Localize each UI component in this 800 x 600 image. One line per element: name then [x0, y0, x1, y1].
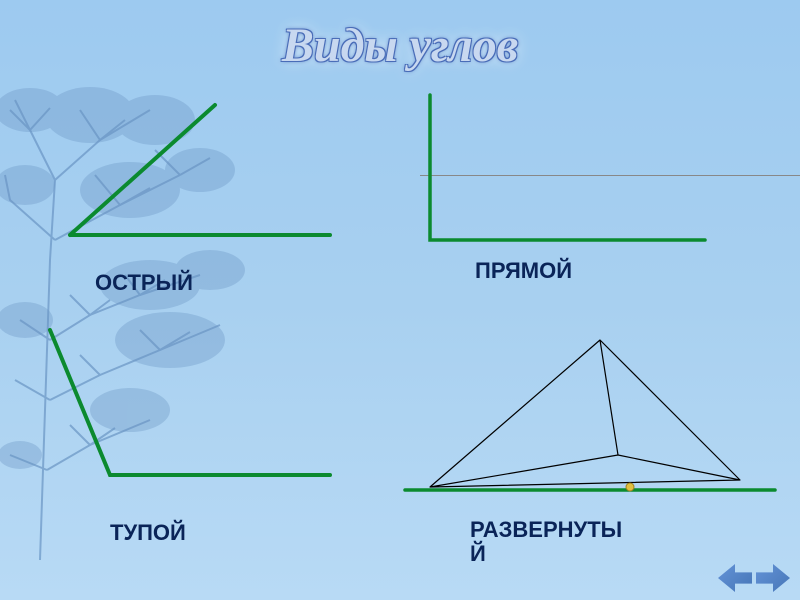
prev-arrow-icon[interactable]	[718, 564, 752, 592]
acute-angle-diagram	[60, 95, 350, 245]
right-label: ПРЯМОЙ	[475, 258, 572, 284]
next-arrow-icon[interactable]	[756, 564, 790, 592]
straight-angle-diagram	[400, 325, 780, 505]
obtuse-angle-diagram	[40, 320, 340, 490]
nav-arrows	[718, 564, 790, 592]
obtuse-label: ТУПОЙ	[110, 520, 186, 546]
page-title: Виды углов	[282, 18, 518, 73]
right-angle-diagram	[420, 90, 720, 250]
acute-label: ОСТРЫЙ	[95, 270, 193, 296]
straight-label: РАЗВЕРНУТЫ Й	[470, 518, 622, 566]
